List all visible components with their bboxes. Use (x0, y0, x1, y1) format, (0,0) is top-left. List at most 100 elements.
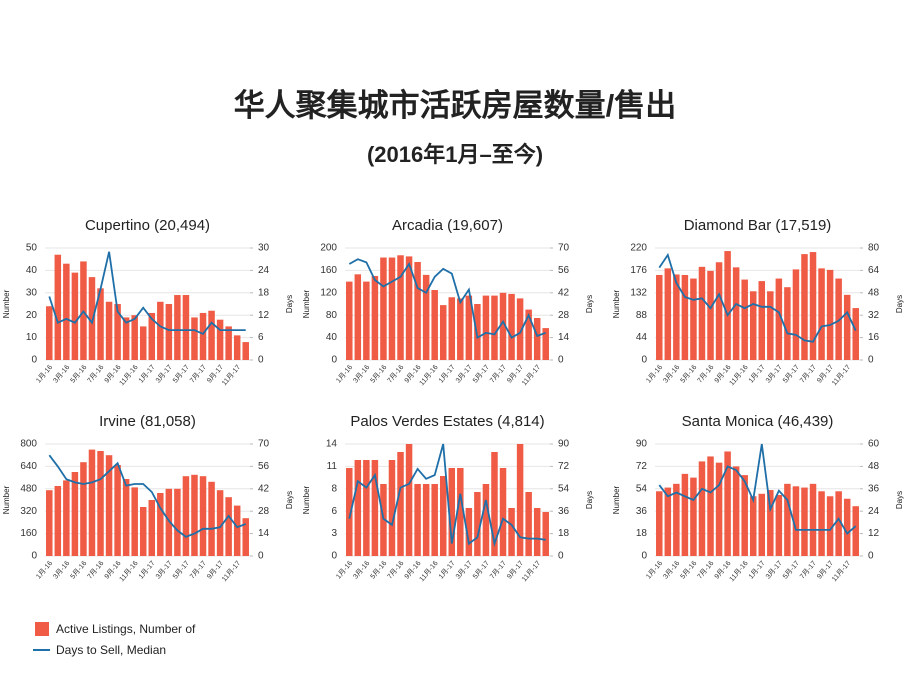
bar (801, 487, 808, 556)
bar (431, 484, 438, 556)
bar (465, 508, 473, 556)
bar (474, 492, 481, 556)
x-tick-label: 11月-16 (118, 363, 140, 387)
bar (835, 278, 842, 360)
bar (208, 310, 215, 360)
y2-tick-label: 0 (868, 551, 874, 562)
y2-tick-label: 56 (558, 265, 570, 276)
bar (749, 496, 757, 556)
y-tick-label: 160 (20, 528, 37, 539)
x-tick-label: 3月-17 (764, 363, 784, 384)
line-series (48, 454, 247, 538)
y2-axis-label: Days (585, 491, 594, 509)
bar (852, 506, 859, 556)
y2-tick-label: 48 (868, 287, 880, 298)
y2-axis-label: Days (895, 491, 904, 509)
bar (542, 328, 549, 360)
bar (157, 493, 164, 556)
y-tick-label: 132 (630, 287, 647, 298)
bar (843, 498, 851, 556)
bar (165, 488, 173, 556)
bar (105, 455, 113, 556)
bar (54, 486, 62, 556)
bar (775, 495, 783, 556)
bar (46, 490, 53, 556)
bar (371, 276, 379, 360)
bar (363, 460, 370, 556)
bar (363, 281, 370, 360)
page-title: 华人聚集城市活跃房屋数量/售出 (234, 88, 677, 123)
bar (809, 483, 817, 556)
y2-tick-label: 0 (868, 355, 874, 366)
bar (405, 444, 413, 556)
x-tick-label: 11月-16 (728, 559, 750, 583)
y2-tick-label: 80 (868, 243, 880, 254)
bar (242, 342, 249, 360)
y2-tick-label: 60 (868, 439, 880, 450)
x-tick-label: 7月-16 (86, 363, 106, 384)
bar (491, 452, 498, 556)
x-tick-label: 3月-16 (662, 363, 682, 384)
bar (707, 270, 714, 360)
bar (516, 444, 524, 556)
y-tick-label: 14 (326, 439, 338, 450)
bar (525, 492, 532, 556)
x-tick-label: 7月-17 (488, 363, 508, 384)
bar (439, 476, 447, 556)
x-tick-label: 3月-17 (764, 559, 784, 580)
bar (199, 312, 207, 360)
x-tick-label: 1月-16 (35, 363, 55, 384)
y2-tick-label: 0 (558, 355, 564, 366)
y2-tick-label: 48 (868, 461, 880, 472)
y-tick-label: 0 (331, 355, 337, 366)
bar (105, 301, 113, 360)
x-tick-label: 3月-17 (154, 559, 174, 580)
x-tick-label: 7月-17 (188, 363, 208, 384)
y-tick-label: 50 (26, 243, 38, 254)
x-tick-label: 1月-17 (137, 559, 157, 580)
chart-title: Santa Monica (46,439) (682, 413, 834, 430)
bar (122, 479, 130, 556)
line-series (348, 258, 547, 340)
line-series (658, 252, 857, 343)
bar (792, 269, 800, 360)
y-tick-label: 320 (20, 506, 37, 517)
bar (673, 274, 680, 360)
bar (371, 460, 379, 556)
y2-tick-label: 0 (258, 355, 264, 366)
x-tick-label: 11月-17 (220, 559, 242, 583)
y-axis-label: Number (612, 289, 621, 318)
x-tick-label: 11月-16 (118, 559, 140, 583)
x-tick-label: 11月-17 (520, 559, 542, 583)
bar (242, 518, 249, 556)
y2-tick-label: 28 (558, 310, 570, 321)
bar (826, 269, 834, 360)
y2-tick-label: 42 (558, 287, 570, 298)
y2-axis-label: Days (585, 295, 594, 313)
y2-tick-label: 0 (258, 551, 264, 562)
bar (157, 301, 164, 360)
bar (767, 490, 774, 556)
bar (542, 512, 549, 556)
bar (422, 274, 430, 360)
y2-tick-label: 42 (258, 483, 270, 494)
y-axis-label: Number (2, 485, 11, 514)
bar (681, 473, 689, 556)
bar (97, 451, 104, 556)
y2-tick-label: 14 (558, 332, 570, 343)
bar (818, 491, 825, 556)
y-tick-label: 220 (630, 243, 647, 254)
x-tick-label: 5月-17 (781, 559, 801, 580)
bar (681, 274, 689, 360)
bar (71, 472, 79, 556)
y2-tick-label: 24 (868, 506, 880, 517)
bar (508, 508, 515, 556)
y-tick-label: 88 (636, 310, 648, 321)
bar (516, 298, 524, 360)
bar (715, 262, 723, 360)
bar (499, 292, 507, 360)
bar (775, 278, 783, 360)
bar (673, 483, 680, 556)
bar (792, 486, 800, 556)
bar (80, 462, 87, 556)
